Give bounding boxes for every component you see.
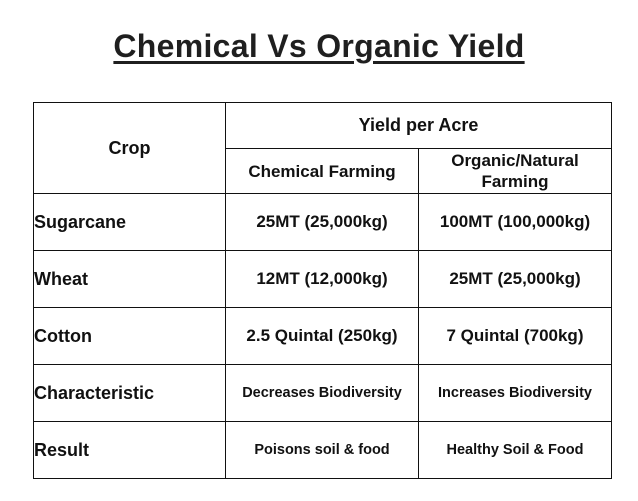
table-row: Sugarcane 25MT (25,000kg) 100MT (100,000… [33, 193, 612, 251]
row-label-cotton: Cotton [33, 307, 226, 365]
cell-organic-sugarcane: 100MT (100,000kg) [418, 193, 612, 251]
cell-chemical-sugarcane: 25MT (25,000kg) [225, 193, 419, 251]
header-organic-line1: Organic/Natural [451, 151, 579, 170]
cell-chemical-cotton: 2.5 Quintal (250kg) [225, 307, 419, 365]
table-row: Wheat 12MT (12,000kg) 25MT (25,000kg) [33, 250, 612, 308]
row-label-sugarcane: Sugarcane [33, 193, 226, 251]
cell-chemical-characteristic: Decreases Biodiversity [225, 364, 419, 422]
header-crop: Crop [33, 102, 226, 194]
cell-organic-characteristic: Increases Biodiversity [418, 364, 612, 422]
row-label-result: Result [33, 421, 226, 479]
row-label-wheat: Wheat [33, 250, 226, 308]
header-yield-per-acre: Yield per Acre [225, 102, 612, 149]
row-label-characteristic: Characteristic [33, 364, 226, 422]
cell-chemical-result: Poisons soil & food [225, 421, 419, 479]
yield-comparison-table: Crop Yield per Acre Chemical Farming Org… [33, 102, 612, 479]
table-row: Cotton 2.5 Quintal (250kg) 7 Quintal (70… [33, 307, 612, 365]
cell-organic-result: Healthy Soil & Food [418, 421, 612, 479]
page-title: Chemical Vs Organic Yield [113, 28, 525, 64]
header-organic-line2: Farming [481, 172, 549, 191]
table-header-row: Crop Yield per Acre [33, 102, 612, 194]
cell-organic-wheat: 25MT (25,000kg) [418, 250, 612, 308]
table-row: Result Poisons soil & food Healthy Soil … [33, 421, 612, 479]
header-organic-farming: Organic/Natural Farming [418, 148, 612, 194]
cell-chemical-wheat: 12MT (12,000kg) [225, 250, 419, 308]
table-row: Characteristic Decreases Biodiversity In… [33, 364, 612, 422]
table-subheader-row: Chemical Farming Organic/Natural Farming [34, 148, 612, 194]
header-chemical-farming: Chemical Farming [225, 148, 419, 194]
cell-organic-cotton: 7 Quintal (700kg) [418, 307, 612, 365]
